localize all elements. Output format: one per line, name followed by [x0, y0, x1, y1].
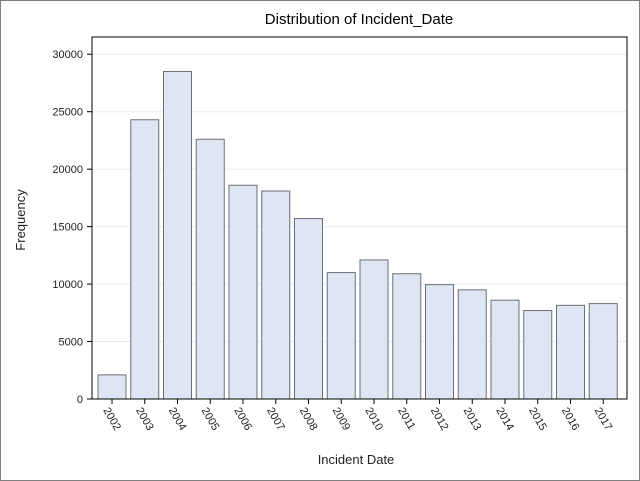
y-tick-labels: 0 5000 10000 15000 20000 25000 30000	[52, 49, 83, 406]
chart-title: Distribution of Incident_Date	[265, 11, 453, 28]
x-tick-label: 2010	[362, 406, 385, 433]
bar-2017	[588, 303, 618, 400]
bar-2008	[294, 218, 323, 400]
x-tick-label: 2008	[297, 406, 320, 433]
y-tick-label: 0	[77, 394, 83, 406]
y-tick-label: 25000	[52, 107, 83, 119]
x-tick-label: 2007	[264, 406, 287, 433]
bar-2015	[523, 310, 553, 400]
x-tick-label: 2016	[559, 406, 582, 433]
x-tick-label: 2015	[526, 406, 549, 433]
y-tick-label: 15000	[52, 222, 83, 234]
plot-area-border	[91, 36, 628, 400]
x-axis-label: Incident Date	[318, 452, 395, 467]
x-tick-label: 2002	[100, 406, 123, 433]
bar-2012	[425, 284, 454, 400]
axes	[87, 36, 628, 404]
bar-2010	[359, 259, 389, 400]
bar-2013	[457, 289, 487, 400]
x-tick-label: 2012	[428, 406, 451, 433]
x-tick-label: 2004	[166, 406, 189, 433]
bar-2002	[97, 374, 127, 400]
bar-2011	[392, 273, 422, 400]
bar-2009	[326, 272, 356, 400]
bar-2004	[163, 70, 192, 400]
x-tick-label: 2017	[592, 406, 615, 433]
bar-2006	[228, 184, 258, 400]
x-tick-label: 2014	[493, 406, 516, 433]
y-axis-label: Frequency	[13, 189, 28, 251]
bar-2014	[490, 299, 520, 400]
bar-2007	[261, 190, 291, 400]
bar-2003	[130, 119, 160, 400]
y-tick-label: 5000	[59, 337, 83, 349]
y-tick-label: 30000	[52, 49, 83, 61]
y-tick-label: 20000	[52, 164, 83, 176]
x-tick-label: 2003	[133, 406, 156, 433]
bar-2016	[556, 304, 585, 400]
x-tick-label: 2005	[199, 406, 222, 433]
x-tick-label: 2006	[231, 406, 254, 433]
bars	[97, 70, 618, 400]
x-tick-label: 2013	[461, 406, 484, 433]
x-tick-label: 2009	[330, 406, 353, 433]
x-tick-label: 2011	[395, 406, 417, 432]
x-tick-labels: 2002 2003 2004 2005 2006 2007 2008 2009 2010 2011…	[100, 406, 614, 433]
bar-2005	[195, 138, 225, 400]
y-tick-label: 10000	[52, 279, 83, 291]
